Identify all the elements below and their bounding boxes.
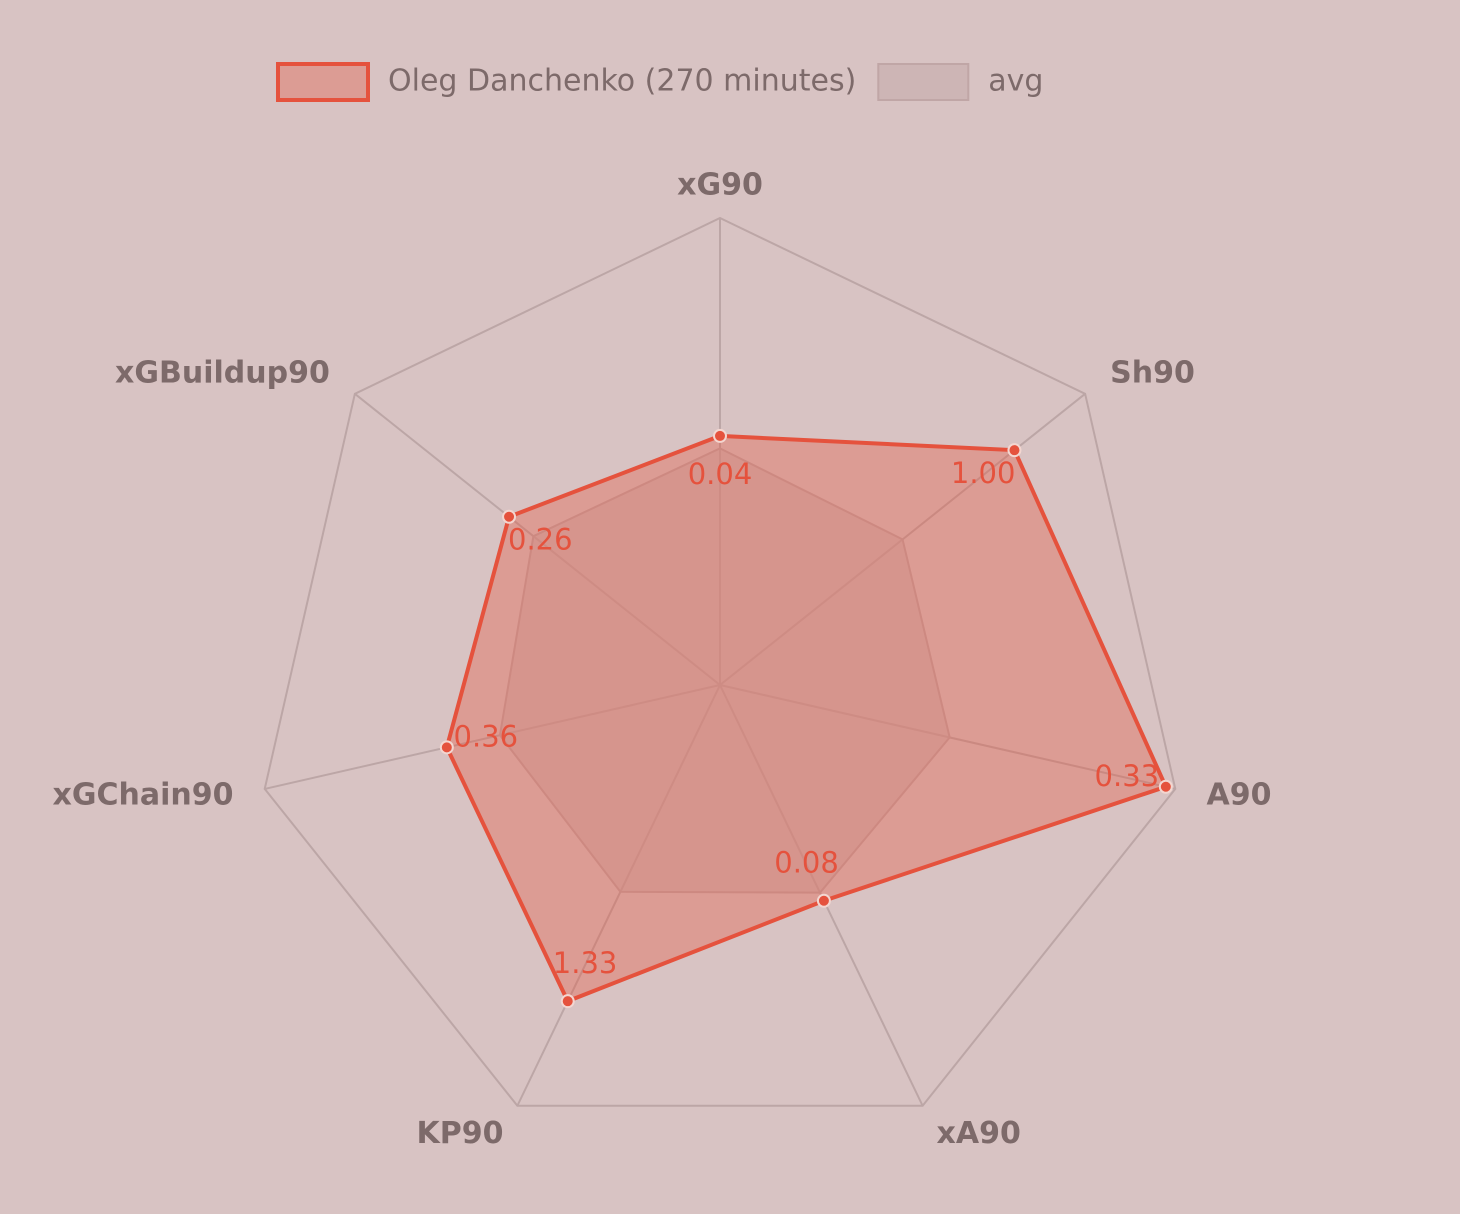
series-area bbox=[444, 433, 1169, 1004]
axis-label: xGBuildup90 bbox=[115, 355, 330, 390]
value-label: 0.33 bbox=[1095, 759, 1160, 793]
legend-swatch[interactable] bbox=[276, 62, 370, 102]
value-label: 0.36 bbox=[454, 719, 519, 753]
value-label: 0.04 bbox=[688, 457, 753, 491]
grid-ring bbox=[263, 216, 1177, 1107]
data-point bbox=[502, 509, 517, 524]
axis-label: xA90 bbox=[937, 1116, 1021, 1151]
legend-label[interactable]: Oleg Danchenko (270 minutes) bbox=[388, 64, 856, 99]
axis-label: A90 bbox=[1206, 778, 1271, 813]
value-label: 1.33 bbox=[553, 946, 618, 980]
axis-label: xGChain90 bbox=[53, 778, 234, 813]
data-point bbox=[1007, 443, 1022, 458]
data-point bbox=[1158, 779, 1173, 794]
axis-label: Sh90 bbox=[1110, 355, 1195, 390]
value-label: 0.26 bbox=[508, 523, 573, 557]
data-point bbox=[439, 740, 454, 755]
axis-label: xG90 bbox=[677, 168, 763, 203]
legend-label[interactable]: avg bbox=[988, 64, 1043, 99]
axis-label: KP90 bbox=[417, 1116, 504, 1151]
data-point bbox=[713, 428, 727, 443]
value-label: 1.00 bbox=[951, 456, 1016, 490]
data-point bbox=[816, 893, 831, 908]
legend-swatch[interactable] bbox=[877, 63, 970, 101]
series-area bbox=[498, 447, 951, 894]
data-point bbox=[560, 994, 575, 1009]
value-label: 0.08 bbox=[774, 846, 839, 880]
